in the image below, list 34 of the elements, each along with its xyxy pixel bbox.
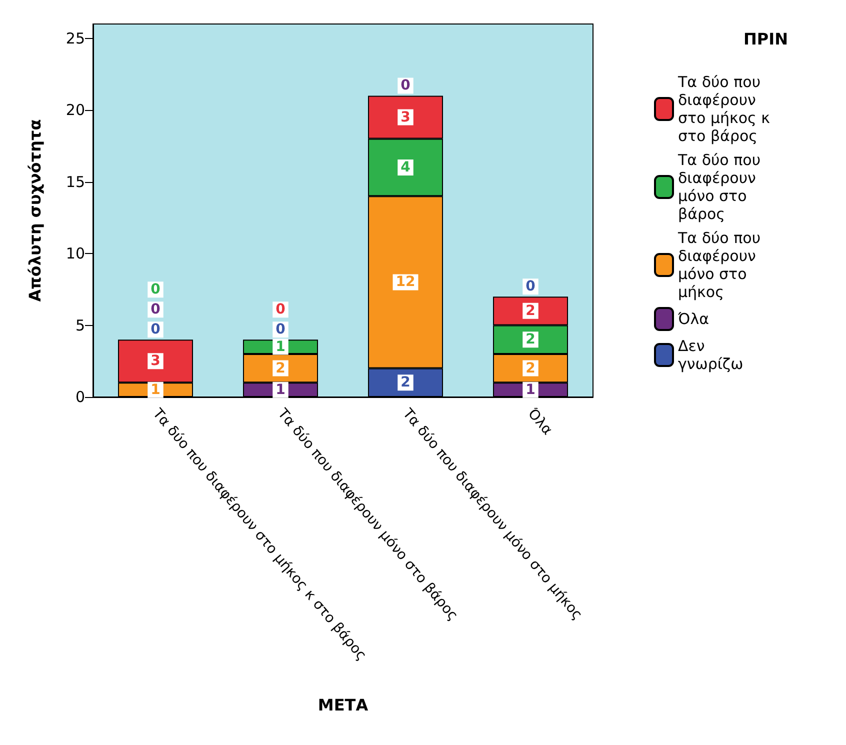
data-label: 0 bbox=[150, 302, 161, 318]
legend-label: Τα δύο που διαφέρουν μόνο στο μήκος bbox=[677, 229, 766, 301]
data-label: 3 bbox=[150, 353, 160, 370]
legend-label: Όλα bbox=[677, 310, 710, 328]
data-label: 2 bbox=[526, 332, 536, 348]
data-label: 4 bbox=[400, 159, 411, 176]
data-label: 2 bbox=[526, 360, 536, 376]
data-label: 2 bbox=[276, 360, 286, 376]
y-tick-label: 0 bbox=[75, 388, 85, 406]
legend-title: ΠΡΙΝ bbox=[744, 30, 788, 48]
y-axis-title: Απόλυτη συχνότητα bbox=[26, 119, 44, 302]
data-label: 3 bbox=[400, 109, 410, 126]
data-label: 1 bbox=[150, 382, 160, 398]
data-label: 1 bbox=[276, 382, 286, 398]
data-label: 2 bbox=[526, 302, 536, 319]
y-tick-label: 10 bbox=[66, 244, 85, 263]
x-axis-title: ΜΕΤΑ bbox=[318, 696, 369, 714]
data-label: 12 bbox=[396, 274, 416, 290]
data-label: 0 bbox=[150, 282, 161, 298]
legend-label: Τα δύο που διαφέρουν μόνο στο βάρος bbox=[677, 151, 766, 223]
data-label: 0 bbox=[150, 322, 161, 338]
legend-label: Τα δύο που διαφέρουν στο μήκος κ στο βάρος bbox=[677, 73, 775, 145]
y-tick-label: 25 bbox=[66, 29, 85, 48]
data-label: 1 bbox=[526, 382, 536, 398]
data-label: 1 bbox=[276, 338, 286, 355]
data-label: 0 bbox=[276, 322, 286, 338]
data-label: 0 bbox=[276, 302, 286, 318]
y-tick-label: 15 bbox=[66, 172, 85, 191]
data-label: 0 bbox=[400, 78, 411, 94]
y-tick-label: 20 bbox=[66, 101, 85, 120]
legend-label: Δεν γνωρίζω bbox=[678, 337, 744, 373]
y-tick-label: 5 bbox=[75, 316, 85, 334]
data-label: 2 bbox=[400, 374, 410, 391]
data-label: 0 bbox=[526, 278, 536, 295]
